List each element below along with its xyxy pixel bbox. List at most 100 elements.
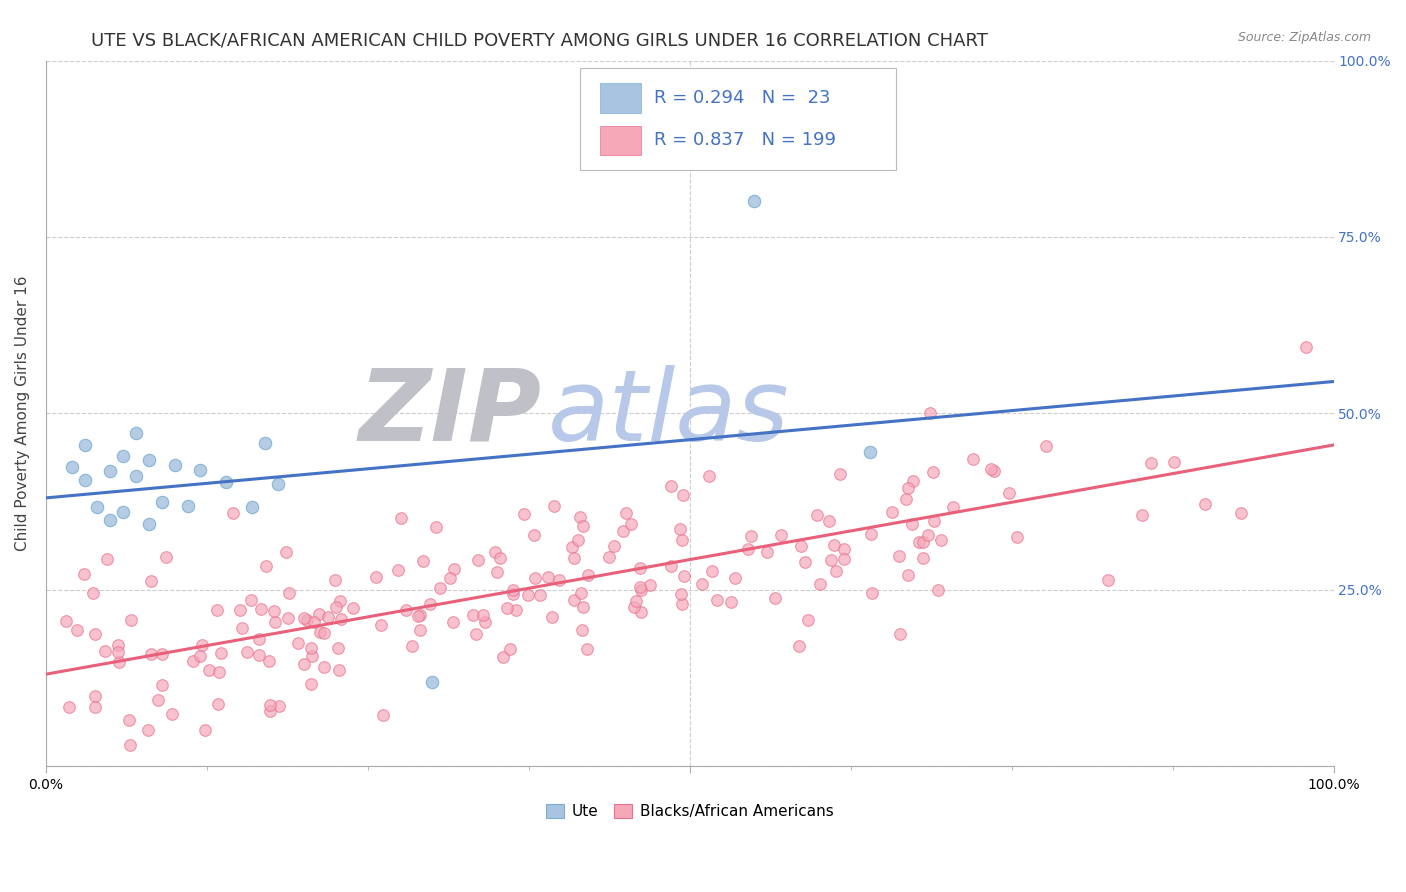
Point — [277, 585, 299, 599]
Point — [330, 612, 353, 626]
Point — [824, 564, 846, 578]
Point — [887, 549, 910, 564]
Point — [107, 655, 129, 669]
Point — [207, 697, 229, 711]
Point — [60, 460, 83, 475]
Point — [443, 562, 465, 576]
Point — [120, 614, 142, 628]
Point — [259, 698, 281, 712]
Point — [190, 463, 212, 477]
Legend: Ute, Blacks/African Americans: Ute, Blacks/African Americans — [540, 798, 839, 825]
Point — [389, 511, 412, 525]
Point — [929, 533, 952, 547]
Point — [188, 649, 211, 664]
Point — [980, 462, 1002, 476]
Point — [107, 638, 129, 652]
Point — [94, 643, 117, 657]
Point — [668, 523, 690, 537]
Point — [624, 594, 647, 608]
Point — [808, 577, 831, 591]
Point — [513, 507, 536, 521]
Y-axis label: Child Poverty Among Girls Under 16: Child Poverty Among Girls Under 16 — [15, 276, 30, 551]
Point — [897, 568, 920, 582]
Point — [697, 469, 720, 483]
Point — [706, 593, 728, 607]
Point — [794, 555, 817, 569]
Point — [66, 623, 89, 637]
Point — [720, 595, 742, 609]
Point — [543, 500, 565, 514]
Point — [828, 467, 851, 481]
Point — [524, 571, 547, 585]
Point — [409, 623, 432, 637]
Point — [742, 194, 765, 209]
Point — [486, 566, 509, 580]
Point — [292, 611, 315, 625]
Point — [912, 551, 935, 566]
Point — [326, 641, 349, 656]
Point — [409, 607, 432, 622]
Point — [561, 540, 583, 554]
Point — [264, 615, 287, 629]
Point — [495, 600, 517, 615]
Point — [412, 554, 434, 568]
Point — [118, 714, 141, 728]
Point — [942, 500, 965, 515]
Point — [312, 626, 335, 640]
Point — [308, 607, 330, 622]
Point — [461, 607, 484, 622]
Point — [325, 600, 347, 615]
Point — [612, 524, 634, 539]
Point — [208, 665, 231, 679]
Point — [425, 519, 447, 533]
Point — [150, 678, 173, 692]
Point — [247, 632, 270, 646]
Point — [505, 603, 527, 617]
Text: R = 0.837   N = 199: R = 0.837 N = 199 — [654, 131, 835, 149]
Point — [429, 581, 451, 595]
Point — [901, 474, 924, 488]
Point — [567, 533, 589, 547]
Point — [323, 573, 346, 587]
Point — [274, 545, 297, 559]
Point — [901, 516, 924, 531]
Point — [789, 539, 811, 553]
Point — [920, 406, 942, 420]
Point — [571, 585, 593, 599]
Point — [1130, 508, 1153, 523]
Point — [420, 674, 443, 689]
Point — [259, 705, 281, 719]
FancyBboxPatch shape — [581, 68, 896, 170]
Point — [236, 645, 259, 659]
Point — [603, 539, 626, 553]
Point — [672, 488, 695, 502]
Point — [860, 586, 883, 600]
Point — [139, 574, 162, 588]
Point — [498, 642, 520, 657]
Point — [908, 534, 931, 549]
Point — [309, 625, 332, 640]
Point — [139, 647, 162, 661]
Point — [737, 541, 759, 556]
Text: atlas: atlas — [548, 365, 790, 462]
Point — [896, 491, 918, 506]
Point — [859, 444, 882, 458]
Point — [640, 578, 662, 592]
Point — [1230, 506, 1253, 520]
Point — [598, 549, 620, 564]
Point — [541, 609, 564, 624]
Point — [299, 677, 322, 691]
Text: R = 0.294   N =  23: R = 0.294 N = 23 — [654, 89, 830, 107]
Point — [787, 639, 810, 653]
Point — [671, 533, 693, 548]
Point — [572, 519, 595, 533]
Point — [740, 529, 762, 543]
Point — [576, 641, 599, 656]
Point — [669, 587, 692, 601]
Point — [316, 610, 339, 624]
Point — [832, 541, 855, 556]
Point — [464, 626, 486, 640]
Point — [249, 648, 271, 663]
Point — [299, 641, 322, 656]
Point — [125, 468, 148, 483]
